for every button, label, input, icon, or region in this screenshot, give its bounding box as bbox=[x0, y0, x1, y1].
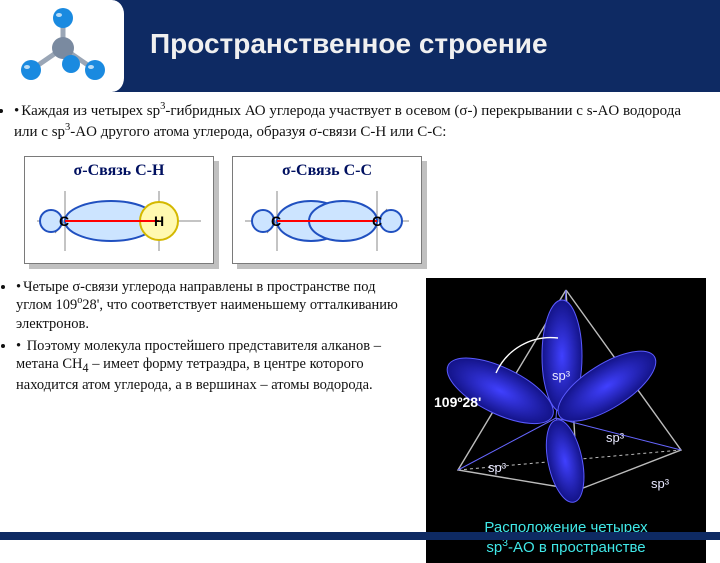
sigma-diagrams-row: σ-Связь C-H C H σ-Связь bbox=[24, 156, 706, 264]
sigma-ch-title: σ-Связь C-H bbox=[74, 161, 165, 181]
orbital-figure: 109º28' sp³ sp³ sp³ sp³ Расположение чет… bbox=[426, 278, 706, 563]
angle-label: 109º28' bbox=[434, 394, 481, 412]
top-paragraph: Каждая из четырех sp3-гибридных АО углер… bbox=[14, 100, 706, 142]
sigma-cc-title: σ-Связь C-C bbox=[282, 161, 372, 181]
top-paragraph-text: Каждая из четырех sp3-гибридных АО углер… bbox=[14, 103, 681, 140]
logo-molecule bbox=[8, 4, 118, 88]
sp-label-4: sp³ bbox=[651, 476, 669, 492]
footer-bar bbox=[0, 532, 720, 540]
bullet-2: Поэтому молекула простейшего представите… bbox=[16, 338, 381, 393]
sp-label-1: sp³ bbox=[552, 368, 570, 384]
header: Пространственное строение bbox=[0, 0, 720, 92]
sp-label-2: sp³ bbox=[488, 460, 506, 476]
orbital-caption-line2: sp3-AO в пространстве bbox=[486, 539, 645, 556]
svg-text:C: C bbox=[271, 213, 281, 229]
sigma-panel-ch: σ-Связь C-H C H bbox=[24, 156, 214, 264]
sigma-cc-svg: C C bbox=[237, 181, 417, 259]
page-title: Пространственное строение bbox=[150, 28, 710, 60]
bullet-1: Четыре σ-связи углерода направлены в про… bbox=[16, 279, 398, 332]
sp-label-3: sp³ bbox=[606, 430, 624, 446]
molecule-icon bbox=[13, 6, 113, 86]
svg-text:C: C bbox=[59, 213, 69, 229]
content-area: Каждая из четырех sp3-гибридных АО углер… bbox=[0, 92, 720, 563]
lower-row: Четыре σ-связи углерода направлены в про… bbox=[14, 278, 706, 563]
svg-text:H: H bbox=[154, 213, 164, 229]
svg-text:C: C bbox=[372, 213, 382, 229]
lower-bullets: Четыре σ-связи углерода направлены в про… bbox=[14, 278, 408, 563]
sigma-ch-svg: C H bbox=[29, 181, 209, 259]
sigma-panel-cc: σ-Связь C-C C C bbox=[232, 156, 422, 264]
